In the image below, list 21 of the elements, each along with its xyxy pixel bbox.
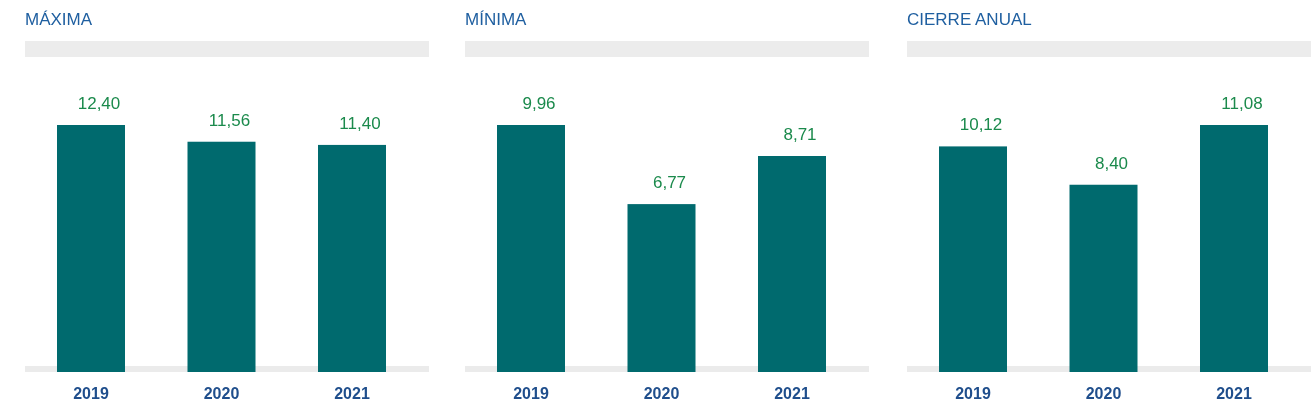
data-label: 9,96 bbox=[522, 94, 556, 113]
x-tick-label: 2020 bbox=[203, 385, 240, 402]
data-label: 11,40 bbox=[339, 113, 381, 133]
x-tick-label: 2021 bbox=[1216, 385, 1252, 402]
data-label: 11,08 bbox=[1221, 94, 1263, 113]
data-label: 12,40 bbox=[77, 94, 121, 113]
data-label: 8,40 bbox=[1094, 153, 1129, 173]
x-tick-label: 2019 bbox=[955, 385, 991, 402]
data-label: 11,56 bbox=[208, 110, 251, 130]
data-label: 8,71 bbox=[783, 125, 817, 144]
x-tick-label: 2020 bbox=[643, 385, 680, 402]
chart-title: CIERRE ANUAL bbox=[907, 10, 1032, 29]
chart-title: MÍNIMA bbox=[465, 10, 528, 29]
x-tick-label: 2019 bbox=[73, 385, 109, 402]
chart-title: MÁXIMA bbox=[25, 10, 93, 29]
x-tick-label: 2019 bbox=[513, 385, 549, 402]
x-tick-label: 2021 bbox=[774, 385, 810, 402]
data-label: 6,77 bbox=[652, 173, 687, 193]
x-tick-label: 2021 bbox=[334, 385, 370, 402]
x-tick-label: 2020 bbox=[1085, 385, 1122, 402]
data-label: 10,12 bbox=[959, 115, 1003, 135]
